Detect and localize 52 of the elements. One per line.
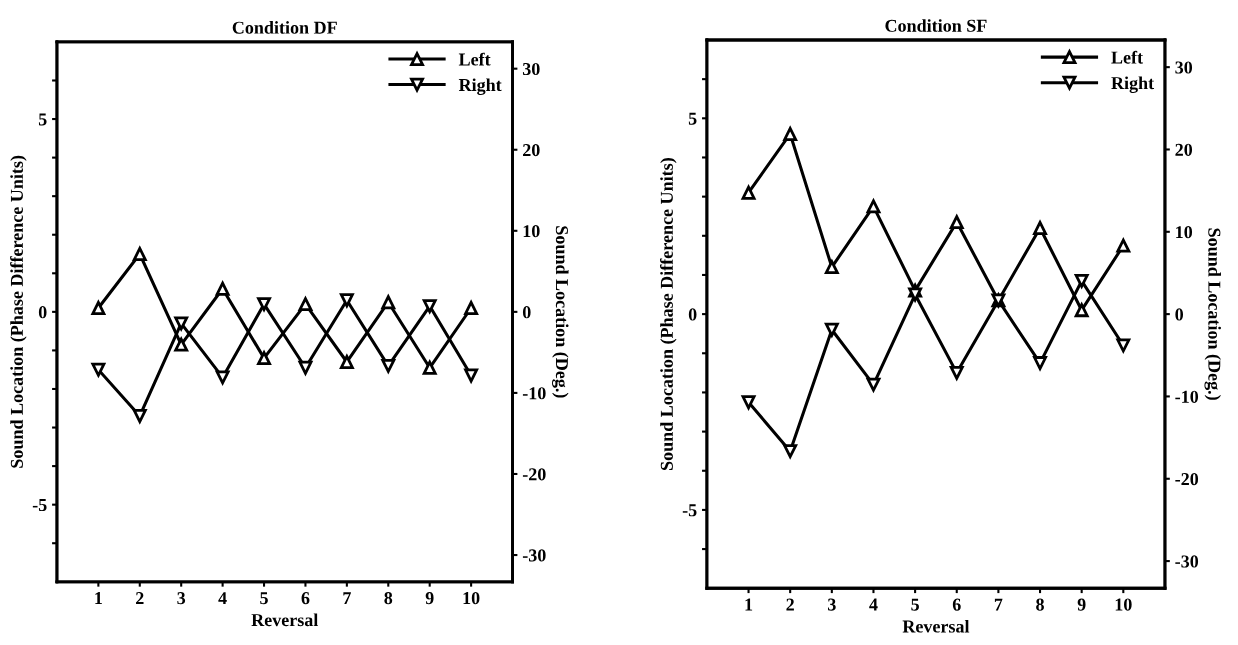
legend-label: Right xyxy=(458,78,502,95)
x-tick-label: 2 xyxy=(786,598,794,611)
y2-tick-label: -30 xyxy=(522,549,546,562)
y2-tick-label: 0 xyxy=(1175,308,1184,321)
x-tick-label: 10 xyxy=(1115,598,1132,611)
x-axis-title: Reversal xyxy=(251,613,319,627)
x-tick-label: 5 xyxy=(260,592,268,605)
x-tick-label: 8 xyxy=(1036,598,1044,611)
y-tick-label: 5 xyxy=(688,112,697,125)
y-axis-title: Sound Location (Phase Difference Units) xyxy=(660,158,677,470)
x-tick-label: 1 xyxy=(745,598,753,611)
x-tick-label: 4 xyxy=(869,598,878,611)
y2-tick-label: -20 xyxy=(522,468,546,481)
y2-tick-label: 30 xyxy=(522,62,540,76)
y2-tick-label: 20 xyxy=(523,143,540,157)
x-tick-label: 1 xyxy=(95,592,102,605)
y2-tick-label: -10 xyxy=(522,387,546,400)
x-tick-label: 10 xyxy=(463,592,480,605)
x-tick-label: 9 xyxy=(425,592,434,605)
x-tick-label: 7 xyxy=(343,592,351,605)
y2-tick-label: -30 xyxy=(1175,555,1199,568)
y-tick-label: 0 xyxy=(688,308,697,321)
x-tick-label: 9 xyxy=(1077,598,1086,611)
chart-title: Condition SF xyxy=(885,19,987,32)
legend-label: Left xyxy=(1111,50,1143,64)
legend-label: Right xyxy=(1111,76,1155,93)
x-tick-label: 5 xyxy=(911,598,919,611)
x-tick-label: 2 xyxy=(136,592,144,605)
legend-label: Left xyxy=(458,52,491,66)
y2-tick-label: 10 xyxy=(523,225,540,238)
x-axis-title: Reversal xyxy=(902,619,970,633)
y2-tick-label: 20 xyxy=(1175,143,1193,156)
y-tick-label: -5 xyxy=(682,504,697,517)
y2-tick-label: 30 xyxy=(1175,61,1193,74)
y2-axis-title: Sound Location (Deg.) xyxy=(1204,228,1221,400)
chart-title: Condition DF xyxy=(232,21,337,34)
y-tick-label: 5 xyxy=(38,113,47,126)
y2-tick-label: -10 xyxy=(1175,390,1199,403)
x-tick-label: 8 xyxy=(384,592,393,605)
y-tick-label: -5 xyxy=(32,499,47,512)
x-tick-label: 3 xyxy=(827,598,836,611)
x-tick-label: 3 xyxy=(177,592,186,605)
x-tick-label: 7 xyxy=(994,598,1003,611)
x-tick-label: 4 xyxy=(218,592,227,605)
y2-tick-label: 0 xyxy=(522,306,531,319)
x-tick-label: 6 xyxy=(952,598,961,611)
y2-tick-label: 10 xyxy=(1176,226,1193,239)
y-axis-title: Sound Location (Phase Difference Units) xyxy=(10,155,27,468)
y-tick-label: 0 xyxy=(38,306,47,319)
x-tick-label: 6 xyxy=(301,592,310,605)
y2-tick-label: -20 xyxy=(1175,473,1199,486)
y2-axis-title: Sound Location (Deg.) xyxy=(552,226,569,398)
